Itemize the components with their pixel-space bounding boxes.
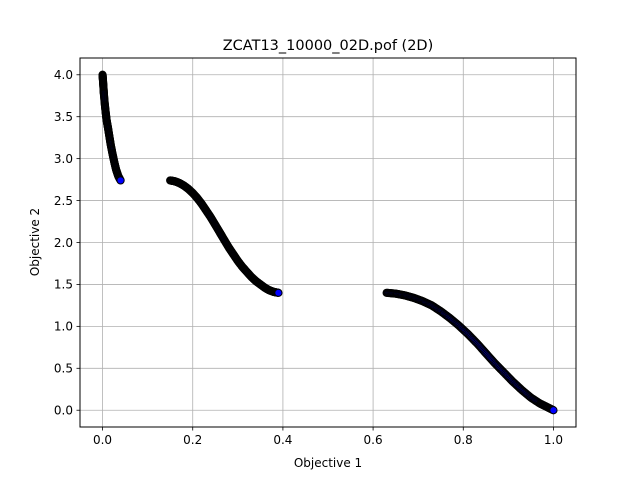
y-tick-label: 0.5 — [54, 362, 73, 376]
data-points — [98, 70, 558, 415]
x-tick-label: 0.2 — [183, 433, 202, 447]
x-axis-ticks: 0.0 0.2 0.4 0.6 0.8 1.0 — [93, 427, 563, 447]
y-axis-ticks: 0.0 0.5 1.0 1.5 2.0 2.5 3.0 3.5 4.0 — [54, 68, 80, 418]
data-point — [116, 176, 125, 185]
x-tick-label: 0.6 — [364, 433, 383, 447]
x-tick-label: 1.0 — [544, 433, 563, 447]
y-tick-label: 2.0 — [54, 236, 73, 250]
y-tick-label: 3.5 — [54, 110, 73, 124]
y-tick-label: 2.5 — [54, 194, 73, 208]
y-axis-label: Objective 2 — [28, 208, 42, 276]
chart-title: ZCAT13_10000_02D.pof (2D) — [223, 38, 434, 54]
x-tick-label: 0.8 — [454, 433, 473, 447]
x-axis-label: Objective 1 — [294, 456, 362, 470]
x-tick-label: 0.0 — [93, 433, 112, 447]
data-point — [274, 288, 283, 297]
y-tick-label: 1.5 — [54, 278, 73, 292]
data-point — [549, 406, 558, 415]
y-tick-label: 3.0 — [54, 152, 73, 166]
y-tick-label: 0.0 — [54, 404, 73, 418]
y-tick-label: 4.0 — [54, 68, 73, 82]
grid — [80, 58, 576, 427]
y-tick-label: 1.0 — [54, 320, 73, 334]
x-tick-label: 0.4 — [273, 433, 292, 447]
